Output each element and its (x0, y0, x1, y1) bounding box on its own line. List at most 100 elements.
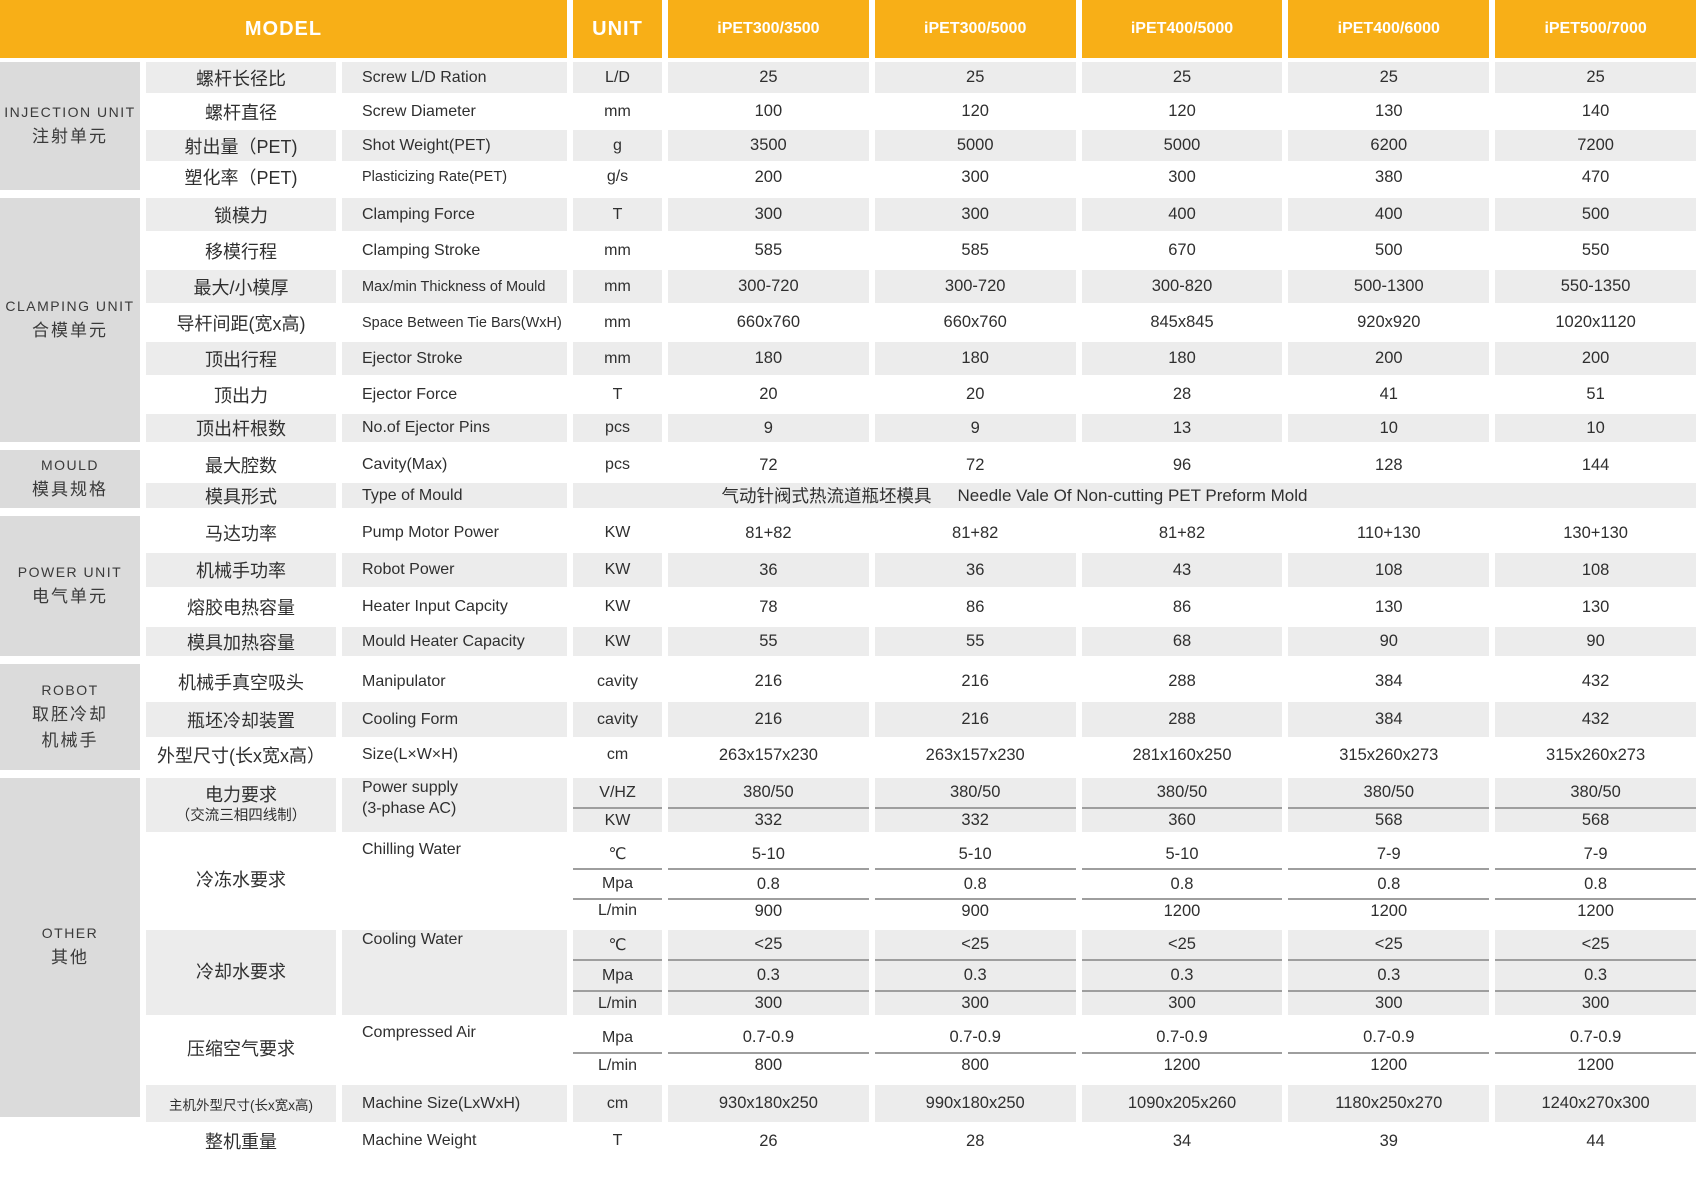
label-line: 冷却水要求 (196, 961, 286, 982)
value-cell: <25 (874, 930, 1076, 961)
value-cell: 130+130 (1495, 516, 1696, 553)
value-cell: 300 (1081, 992, 1283, 1023)
value-cell: 568 (1495, 809, 1696, 840)
row-label-en: Type of Mould (342, 483, 567, 516)
value-cell: 34 (1081, 1125, 1283, 1165)
value-cell: 585 (668, 234, 869, 270)
value-cell: 0.3 (1495, 961, 1696, 992)
unit-cell: cavity (573, 702, 662, 740)
row-label-en: Power supply (3-phase AC) (342, 778, 567, 840)
row-label-cn: 最大腔数 (146, 450, 336, 483)
value-cell: 78 (668, 590, 869, 627)
value-cell: 300-720 (668, 270, 869, 306)
row-label-en: Screw L/D Ration (342, 62, 567, 96)
value-cell: 263x157x230 (668, 740, 869, 778)
value-cell: 1200 (1495, 1054, 1696, 1085)
value-cell: 130 (1495, 590, 1696, 627)
value-cell: 180 (1081, 342, 1283, 378)
section-robot: ROBOT 取胚冷却 机械手 (0, 664, 140, 778)
value-cell: 44 (1495, 1125, 1696, 1165)
value-cell: 43 (1081, 553, 1283, 590)
row-label-en: Plasticizing Rate(PET) (342, 164, 567, 198)
value-cell: 20 (668, 378, 869, 414)
row-label-cn: 冷冻水要求 (146, 840, 336, 930)
value-cell: 5000 (1081, 130, 1283, 164)
value-cell: 10 (1288, 414, 1490, 450)
value-cell: 1200 (1495, 900, 1696, 930)
row-label-en: Shot Weight(PET) (342, 130, 567, 164)
value-cell: 300 (1495, 992, 1696, 1023)
value-cell: 332 (668, 809, 869, 840)
value-cell: 900 (668, 900, 869, 930)
row-label-en: Cavity(Max) (342, 450, 567, 483)
column-header-model: iPET400/5000 (1081, 0, 1283, 62)
value-cell: 0.8 (1288, 870, 1490, 900)
value-cell: 0.8 (1081, 870, 1283, 900)
row-label-cn: 机械手真空吸头 (146, 664, 336, 702)
label-line: ROBOT (41, 681, 99, 698)
label-line: Compressed Air (362, 1024, 476, 1041)
unit-cell: L/min (573, 900, 662, 930)
row-label-cn: 顶出杆根数 (146, 414, 336, 450)
value-cell: 0.3 (1081, 961, 1283, 992)
unit-cell: cm (573, 740, 662, 778)
value-cell: 380/50 (668, 778, 869, 809)
value-cell: 0.8 (668, 870, 869, 900)
value-cell: 263x157x230 (874, 740, 1076, 778)
value-cell: 200 (1495, 342, 1696, 378)
value-cell: 180 (668, 342, 869, 378)
value-cell: 288 (1081, 702, 1283, 740)
label-line: Cooling Water (362, 931, 463, 948)
unit-cell: cm (573, 1085, 662, 1125)
merged-value-cn: 气动针阀式热流道瓶坯模具 (721, 486, 932, 506)
unit-cell: KW (573, 627, 662, 664)
value-cell: 216 (668, 664, 869, 702)
merged-value-cell: 气动针阀式热流道瓶坯模具 Needle Vale Of Non-cutting P… (573, 483, 1696, 516)
unit-cell: mm (573, 306, 662, 342)
value-cell: 36 (874, 553, 1076, 590)
unit-cell: L/min (573, 992, 662, 1023)
value-cell: 200 (668, 164, 869, 198)
value-cell: 55 (874, 627, 1076, 664)
row-label-en: Max/min Thickness of Mould (342, 270, 567, 306)
value-cell: 550 (1495, 234, 1696, 270)
column-header-model: iPET400/6000 (1288, 0, 1490, 62)
row-label-cn: 螺杆直径 (146, 96, 336, 130)
value-cell: <25 (668, 930, 869, 961)
value-cell: 0.3 (874, 961, 1076, 992)
value-cell: 110+130 (1288, 516, 1490, 553)
value-cell: 10 (1495, 414, 1696, 450)
unit-cell: mm (573, 234, 662, 270)
value-cell: 1200 (1081, 1054, 1283, 1085)
row-label-en: No.of Ejector Pins (342, 414, 567, 450)
unit-cell: V/HZ (573, 778, 662, 809)
unit-cell: KW (573, 590, 662, 627)
value-cell: 90 (1288, 627, 1490, 664)
value-cell: 41 (1288, 378, 1490, 414)
value-cell: 380 (1288, 164, 1490, 198)
value-cell: 360 (1081, 809, 1283, 840)
value-cell: 380/50 (1495, 778, 1696, 809)
value-cell: 380/50 (1081, 778, 1283, 809)
column-header-model: iPET300/3500 (668, 0, 869, 62)
value-cell: 20 (874, 378, 1076, 414)
unit-header: UNIT (573, 0, 662, 62)
value-cell: 1200 (1081, 900, 1283, 930)
value-cell: 6200 (1288, 130, 1490, 164)
unit-cell: mm (573, 270, 662, 306)
value-cell: 81+82 (874, 516, 1076, 553)
row-label-en: Ejector Stroke (342, 342, 567, 378)
value-cell: 120 (874, 96, 1076, 130)
value-cell: 5-10 (1081, 840, 1283, 870)
row-label-en: Ejector Force (342, 378, 567, 414)
unit-cell: Mpa (573, 961, 662, 992)
value-cell: 670 (1081, 234, 1283, 270)
row-label-en: Cooling Water (342, 930, 567, 1023)
label-line: （交流三相四线制） (175, 808, 307, 825)
unit-cell: g/s (573, 164, 662, 198)
value-cell: 400 (1081, 198, 1283, 234)
label-line: 合模单元 (32, 320, 108, 340)
section-mould: MOULD 模具规格 (0, 450, 140, 516)
label-line: Power supply (362, 779, 459, 796)
value-cell: 36 (668, 553, 869, 590)
